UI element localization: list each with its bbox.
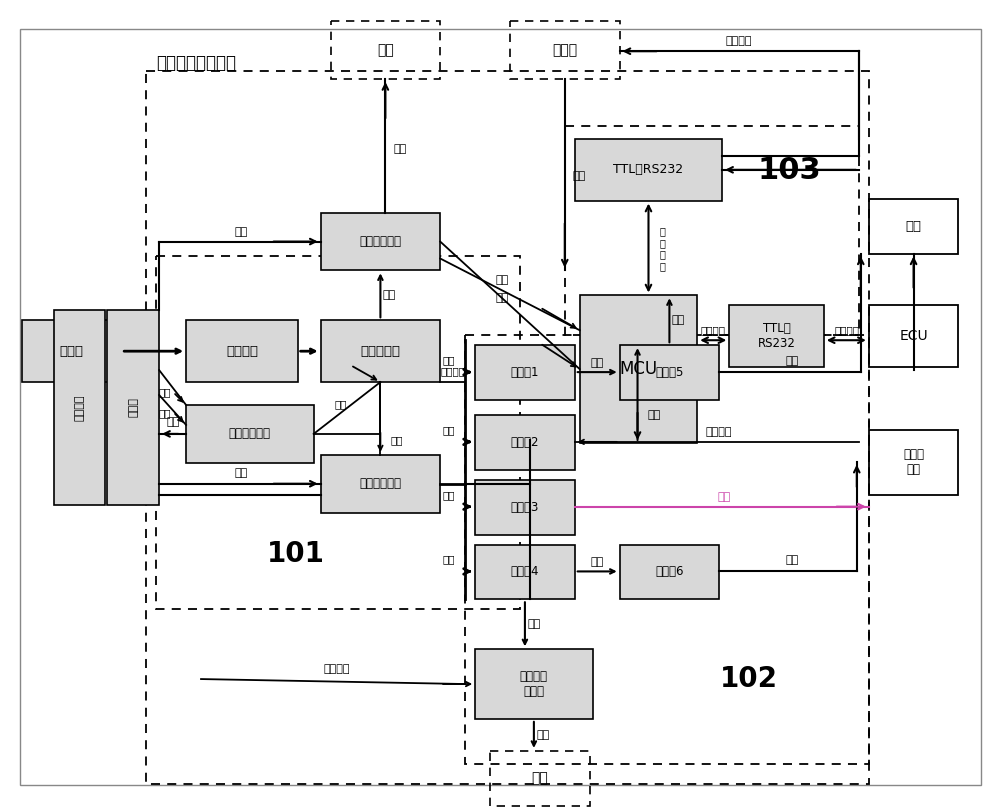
Bar bbox=[475, 480, 575, 535]
Text: 电源块3: 电源块3 bbox=[511, 501, 539, 514]
Text: 供电: 供电 bbox=[390, 435, 403, 445]
Text: MCU: MCU bbox=[619, 360, 658, 378]
Text: 载荷: 载荷 bbox=[377, 43, 394, 58]
Text: 舵机: 舵机 bbox=[906, 220, 922, 232]
Bar bbox=[475, 649, 593, 719]
Text: 锂电池: 锂电池 bbox=[128, 398, 138, 417]
Text: 控制: 控制 bbox=[495, 293, 509, 304]
Bar bbox=[22, 320, 121, 382]
Text: 供电: 供电 bbox=[159, 408, 171, 418]
Text: 短报文
设备: 短报文 设备 bbox=[903, 448, 924, 476]
Text: 供电: 供电 bbox=[383, 290, 396, 301]
Text: 两电切换电路: 两电切换电路 bbox=[359, 235, 401, 248]
Text: 主电源模块: 主电源模块 bbox=[360, 345, 400, 358]
Text: 电源块4: 电源块4 bbox=[511, 565, 539, 578]
Text: 电气管理与控制盒: 电气管理与控制盒 bbox=[156, 54, 236, 72]
Text: 供电: 供电 bbox=[591, 358, 604, 368]
Text: 备用电源: 备用电源 bbox=[74, 394, 84, 420]
Text: 充电: 充电 bbox=[166, 417, 180, 427]
Bar bbox=[186, 405, 314, 463]
Text: 供电: 供电 bbox=[785, 556, 799, 565]
Text: 三电切换电路: 三电切换电路 bbox=[359, 477, 401, 490]
Text: TTL转RS232: TTL转RS232 bbox=[613, 164, 684, 177]
Bar bbox=[869, 305, 958, 367]
Text: 供电: 供电 bbox=[647, 410, 661, 420]
Text: 供电: 供电 bbox=[527, 620, 541, 629]
Bar bbox=[156, 255, 520, 609]
Bar bbox=[475, 345, 575, 400]
Text: 电台电控
制电路: 电台电控 制电路 bbox=[520, 670, 548, 698]
Text: 供电: 供电 bbox=[573, 171, 586, 181]
Bar bbox=[620, 544, 719, 599]
Bar bbox=[146, 71, 869, 784]
Text: 供电: 供电 bbox=[443, 355, 455, 365]
Bar bbox=[321, 213, 440, 271]
Text: 供电: 供电 bbox=[393, 144, 407, 154]
Bar bbox=[321, 455, 440, 513]
Bar bbox=[321, 320, 440, 382]
Bar bbox=[475, 544, 575, 599]
Text: 电台: 电台 bbox=[531, 771, 548, 785]
Text: 供电: 供电 bbox=[443, 425, 455, 435]
Bar bbox=[331, 21, 440, 79]
Bar bbox=[475, 415, 575, 470]
Text: 供电: 供电 bbox=[785, 356, 799, 366]
Text: 供电: 供电 bbox=[334, 399, 347, 409]
Bar bbox=[465, 335, 869, 764]
Text: 数
据
传
输: 数 据 传 输 bbox=[659, 226, 665, 271]
Bar bbox=[565, 126, 859, 335]
Text: 103: 103 bbox=[757, 156, 821, 185]
Text: 供电: 供电 bbox=[718, 492, 731, 501]
Bar bbox=[490, 751, 590, 806]
Text: 电压采集: 电压采集 bbox=[441, 366, 466, 376]
Text: 电源块1: 电源块1 bbox=[511, 366, 539, 379]
Bar bbox=[510, 21, 620, 79]
Bar bbox=[580, 296, 697, 443]
Bar bbox=[575, 139, 722, 201]
Bar bbox=[869, 430, 958, 495]
Text: ECU: ECU bbox=[899, 329, 928, 343]
Text: 控制信号: 控制信号 bbox=[706, 427, 732, 437]
Text: TTL转
RS232: TTL转 RS232 bbox=[758, 322, 795, 350]
Text: 电源块5: 电源块5 bbox=[655, 366, 684, 379]
Text: 数据通信: 数据通信 bbox=[726, 36, 752, 46]
Text: 101: 101 bbox=[267, 540, 325, 569]
Text: 供电: 供电 bbox=[234, 227, 248, 237]
Bar bbox=[186, 320, 298, 382]
Text: 整流滤波: 整流滤波 bbox=[226, 345, 258, 358]
Text: 供电: 供电 bbox=[159, 387, 171, 397]
Text: 发电机: 发电机 bbox=[59, 345, 83, 358]
Text: 102: 102 bbox=[720, 665, 778, 693]
Bar bbox=[729, 305, 824, 367]
Text: 供电: 供电 bbox=[443, 490, 455, 500]
Text: 自驾仪: 自驾仪 bbox=[552, 43, 577, 58]
Bar bbox=[869, 198, 958, 254]
Text: 电源块6: 电源块6 bbox=[655, 565, 684, 578]
Text: 供电: 供电 bbox=[672, 315, 685, 326]
Bar bbox=[107, 310, 159, 505]
Text: 供电: 供电 bbox=[234, 467, 248, 478]
Bar bbox=[620, 345, 719, 400]
Text: 供电: 供电 bbox=[536, 730, 549, 740]
Text: 数据通信: 数据通信 bbox=[701, 326, 726, 335]
Bar bbox=[54, 310, 105, 505]
Text: 供电: 供电 bbox=[591, 557, 604, 568]
Text: 两电切换电路: 两电切换电路 bbox=[229, 428, 271, 441]
Text: 供电: 供电 bbox=[443, 555, 455, 565]
Text: 控制信号: 控制信号 bbox=[323, 664, 350, 674]
Text: 电源块2: 电源块2 bbox=[511, 436, 539, 449]
Text: 数据通信: 数据通信 bbox=[834, 326, 859, 335]
Text: 控制: 控制 bbox=[495, 275, 509, 285]
